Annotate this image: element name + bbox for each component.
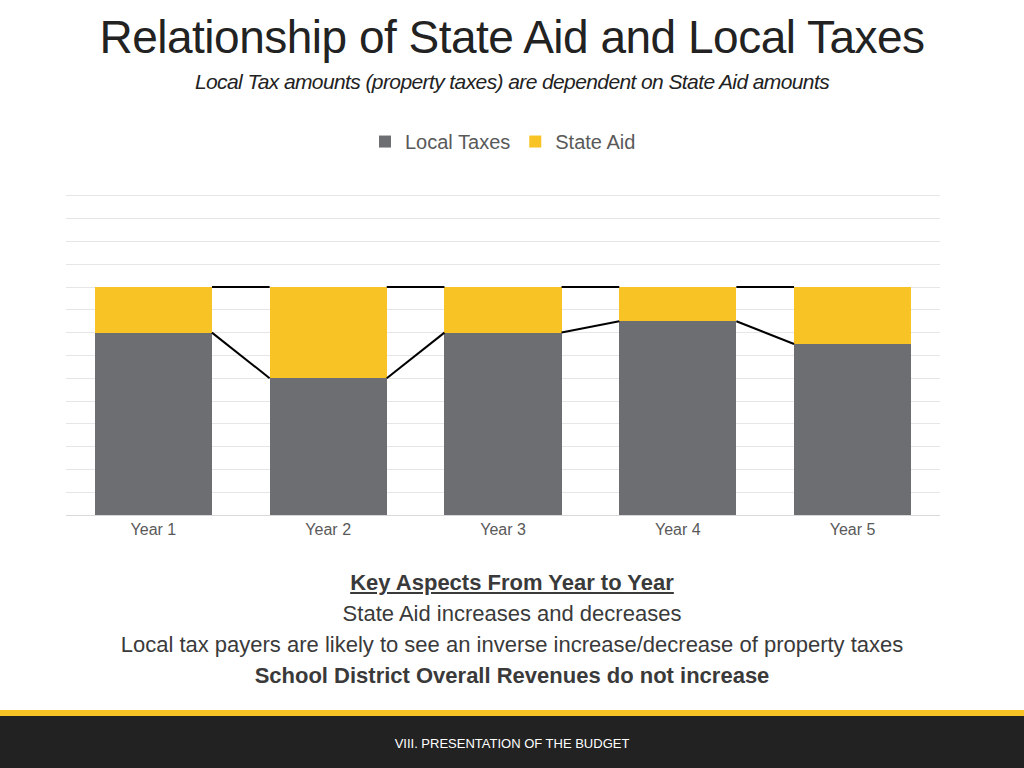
html-text:Key Aspects From Year to Year: Key Aspects From Year to Year (350, 570, 674, 595)
svg-text:State Aid: State Aid (555, 131, 635, 153)
svg-text:Year 1: Year 1 (131, 521, 177, 538)
html-text:Local tax payers are likely to: Local tax payers are likely to see an in… (120, 632, 904, 657)
html-text:Local Tax amounts (property ta: Local Tax amounts (property taxes) are d… (194, 70, 830, 93)
html-text:VIII. PRESENTATION OF THE BUDG: VIII. PRESENTATION OF THE BUDGET (394, 736, 630, 751)
svg-text:Year 5: Year 5 (830, 521, 876, 538)
html-text:Relationship of State Aid and: Relationship of State Aid and Local Taxe… (99, 11, 925, 63)
svg-text:Year 4: Year 4 (655, 521, 701, 538)
svg-text:Local Taxes: Local Taxes (405, 131, 510, 153)
svg-text:Year 2: Year 2 (305, 521, 351, 538)
html-text:State Aid increases and decrea: State Aid increases and decreases (342, 601, 682, 626)
svg-text:Year 3: Year 3 (480, 521, 526, 538)
html-text:School District Overall Revenu: School District Overall Revenues do not … (254, 663, 770, 688)
